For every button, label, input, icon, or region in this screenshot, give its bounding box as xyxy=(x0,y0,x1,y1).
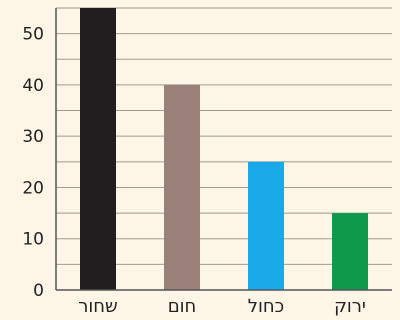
y-tick-label: 20 xyxy=(22,178,44,198)
y-tick-labels: 0 10 20 30 40 50 xyxy=(22,25,44,301)
category-labels: שחור חום כחול ירוק xyxy=(78,296,366,317)
y-tick-label: 40 xyxy=(22,76,44,96)
bar xyxy=(164,84,200,290)
bar xyxy=(332,213,368,290)
y-tick-label: 30 xyxy=(22,127,44,147)
y-tick-label: 10 xyxy=(22,230,44,250)
y-tick-label: 0 xyxy=(33,281,44,301)
bar xyxy=(80,8,116,290)
axes xyxy=(55,8,392,291)
bar xyxy=(248,161,284,290)
category-label: כחול xyxy=(248,296,284,317)
bars xyxy=(80,8,368,290)
category-label: שחור xyxy=(78,296,118,317)
category-label: ירוק xyxy=(334,296,366,317)
y-tick-label: 50 xyxy=(22,25,44,45)
category-label: חום xyxy=(168,296,197,317)
